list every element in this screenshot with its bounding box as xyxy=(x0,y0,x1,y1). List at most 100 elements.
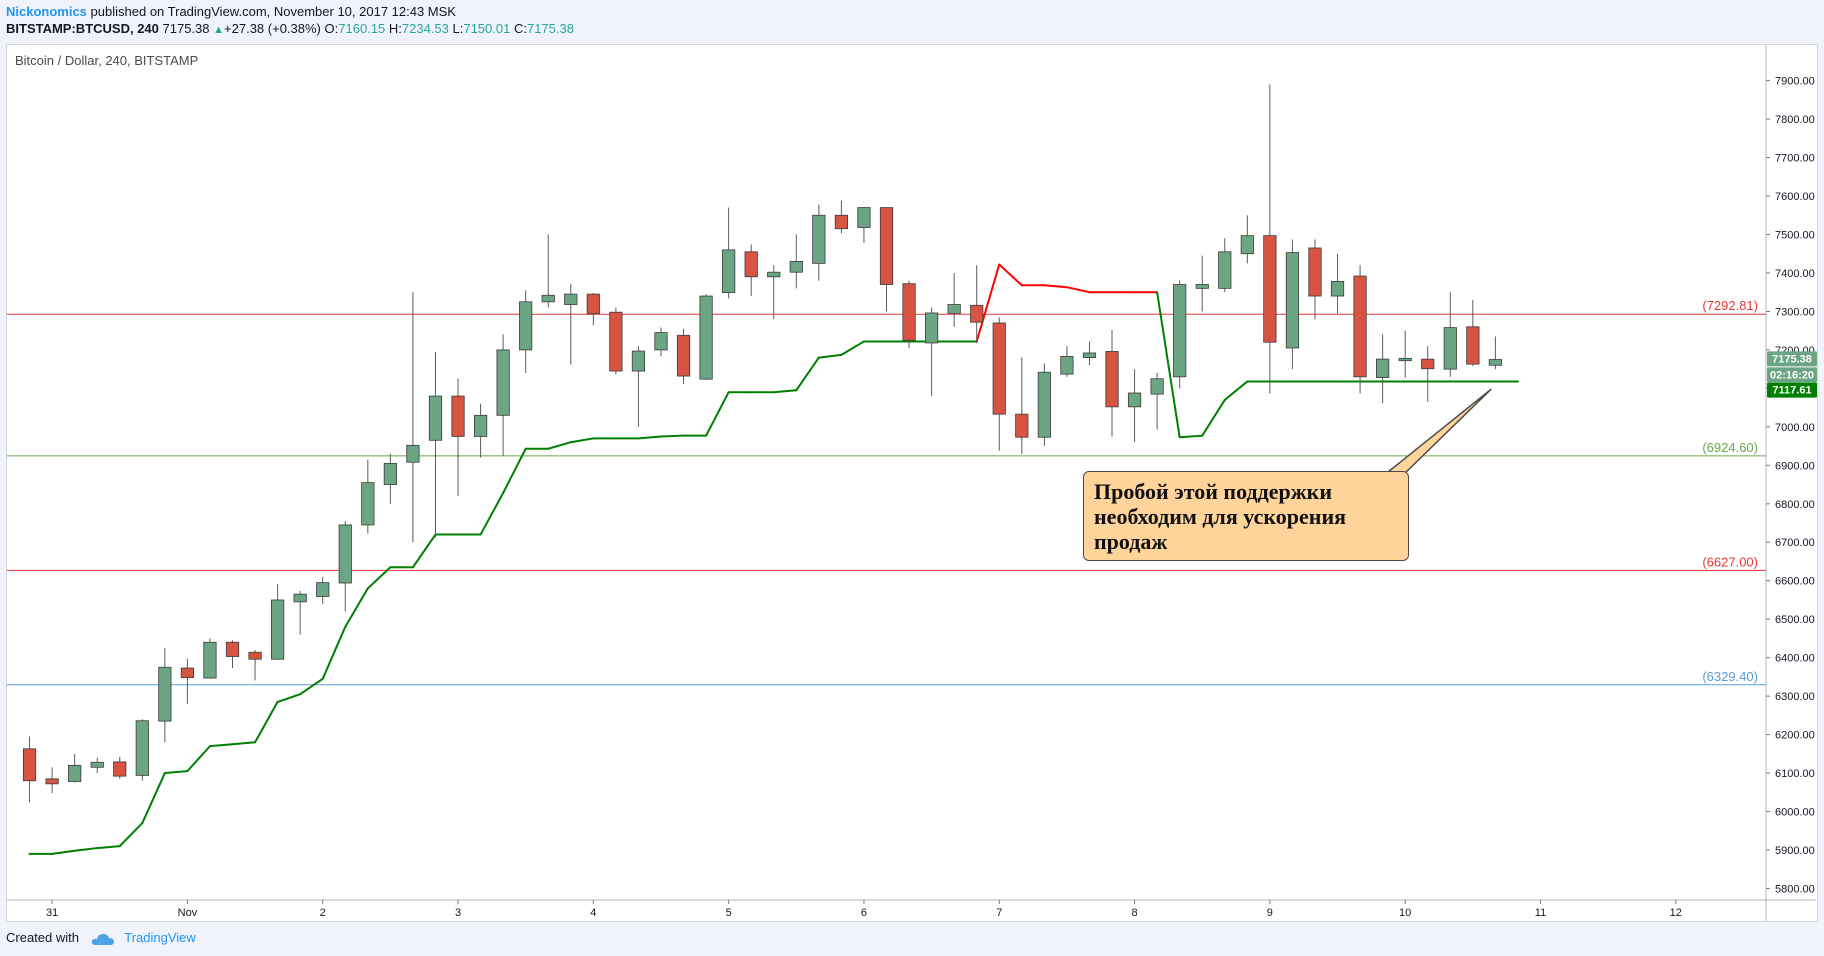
supertrend-segment xyxy=(141,772,166,825)
x-tick-label: 9 xyxy=(1267,907,1273,919)
candle-up xyxy=(1082,352,1097,358)
supertrend-segment xyxy=(795,356,820,392)
supertrend-segment xyxy=(276,693,302,703)
candle-up xyxy=(316,582,330,597)
level-label: (7292.81) xyxy=(1702,298,1758,313)
candle-up xyxy=(857,207,871,228)
candle-up xyxy=(1285,252,1300,349)
candle-up xyxy=(361,482,375,526)
supertrend-segment xyxy=(659,434,685,438)
callout-line-2: необходим для ускорения xyxy=(1094,504,1347,529)
y-tick-label: 7500.00 xyxy=(1775,229,1815,241)
symbol-label: BITSTAMP:BTCUSD, 240 xyxy=(6,21,159,36)
supertrend-segment xyxy=(186,745,211,773)
supertrend-segment xyxy=(1156,291,1181,439)
footer: Created with TradingView xyxy=(6,930,196,946)
candle-up xyxy=(812,214,826,264)
supertrend-badge-label: 7117.61 xyxy=(1772,385,1811,397)
x-tick-label: 4 xyxy=(590,907,596,919)
candle-up xyxy=(631,350,646,372)
candle-up xyxy=(428,395,443,441)
y-tick-label: 6500.00 xyxy=(1775,614,1815,626)
supertrend-segment xyxy=(321,625,347,680)
candle-up xyxy=(1330,281,1345,297)
candle-down xyxy=(902,283,916,341)
candle-up xyxy=(90,761,104,768)
callout-pointer xyxy=(1387,388,1492,479)
high-label: H: xyxy=(388,21,402,36)
annotation-callout[interactable]: Пробой этой поддержки необходим для уско… xyxy=(1083,471,1409,561)
close-value: 7175.38 xyxy=(526,21,574,36)
x-tick-label: Nov xyxy=(178,907,198,919)
candle-up xyxy=(1240,235,1254,255)
close-label: C: xyxy=(513,21,527,36)
candle-up xyxy=(1195,284,1209,289)
y-tick-label: 6200.00 xyxy=(1775,730,1815,742)
created-with-text: Created with xyxy=(6,930,79,945)
x-tick-label: 5 xyxy=(726,907,732,919)
ohlc-legend: BITSTAMP:BTCUSD, 240 7175.38 ▲+27.38 (+0… xyxy=(6,21,574,36)
x-tick-label: 12 xyxy=(1670,907,1682,919)
supertrend-segment xyxy=(208,743,234,748)
supertrend-segment xyxy=(366,566,392,590)
supertrend-segment xyxy=(1043,284,1068,289)
change-value: +27.38 (+0.38%) xyxy=(224,21,321,36)
candle-up xyxy=(406,444,420,463)
supertrend-segment xyxy=(547,441,572,450)
candle-up xyxy=(1150,378,1164,395)
candle-up xyxy=(1488,359,1502,366)
supertrend-segment xyxy=(118,822,144,848)
y-tick-label: 6600.00 xyxy=(1775,576,1815,588)
candle-up xyxy=(1060,356,1074,375)
candle-down xyxy=(1015,413,1029,438)
low-value: 7150.01 xyxy=(463,21,511,36)
y-tick-label: 7900.00 xyxy=(1775,76,1815,88)
candle-down xyxy=(609,311,623,372)
last-price-badge xyxy=(1767,351,1817,367)
candle-down xyxy=(1353,275,1367,378)
published-text: published on TradingView.com, November 1… xyxy=(90,4,456,19)
candle-down xyxy=(225,641,240,657)
supertrend-segment xyxy=(705,391,730,437)
supertrend-segment xyxy=(975,263,1001,343)
author-link[interactable]: Nickonomics xyxy=(6,4,87,19)
candle-up xyxy=(383,462,397,485)
candle-up xyxy=(293,593,307,603)
candle-up xyxy=(947,304,961,314)
callout-line-3: продаж xyxy=(1094,529,1168,554)
x-tick-label: 6 xyxy=(861,907,867,919)
y-tick-label: 6300.00 xyxy=(1775,691,1815,703)
candle-down xyxy=(1105,351,1119,408)
supertrend-segment xyxy=(479,492,505,536)
candle-down xyxy=(1263,235,1277,343)
candle-down xyxy=(970,304,984,323)
candle-up xyxy=(203,641,217,679)
y-tick-label: 7300.00 xyxy=(1775,306,1815,318)
high-value: 7234.53 xyxy=(401,21,449,36)
supertrend-segment xyxy=(502,447,527,495)
level-label: (6627.00) xyxy=(1702,554,1758,569)
tradingview-brand-link[interactable]: TradingView xyxy=(124,930,196,945)
y-tick-label: 6400.00 xyxy=(1775,653,1815,665)
candle-down xyxy=(180,667,195,679)
chart-panel[interactable] xyxy=(6,44,1818,922)
candle-down xyxy=(45,778,59,785)
y-tick-label: 6700.00 xyxy=(1775,537,1815,549)
supertrend-segment xyxy=(1201,398,1226,437)
countdown-badge xyxy=(1767,367,1817,383)
y-tick-label: 5900.00 xyxy=(1775,845,1815,857)
last-price: 7175.38 xyxy=(162,21,210,36)
y-tick-label: 7600.00 xyxy=(1775,191,1815,203)
y-tick-label: 7700.00 xyxy=(1775,153,1815,165)
tradingview-cloud-icon xyxy=(91,933,114,945)
supertrend-segment xyxy=(231,741,257,746)
candle-down xyxy=(248,651,262,660)
candle-down xyxy=(834,214,848,230)
supertrend-segment xyxy=(299,677,324,696)
x-tick-label: 31 xyxy=(46,907,58,919)
callout-line-1: Пробой этой поддержки xyxy=(1094,479,1333,504)
open-label: O: xyxy=(324,21,339,36)
candle-up xyxy=(925,312,939,344)
supertrend-segment xyxy=(1178,434,1204,439)
